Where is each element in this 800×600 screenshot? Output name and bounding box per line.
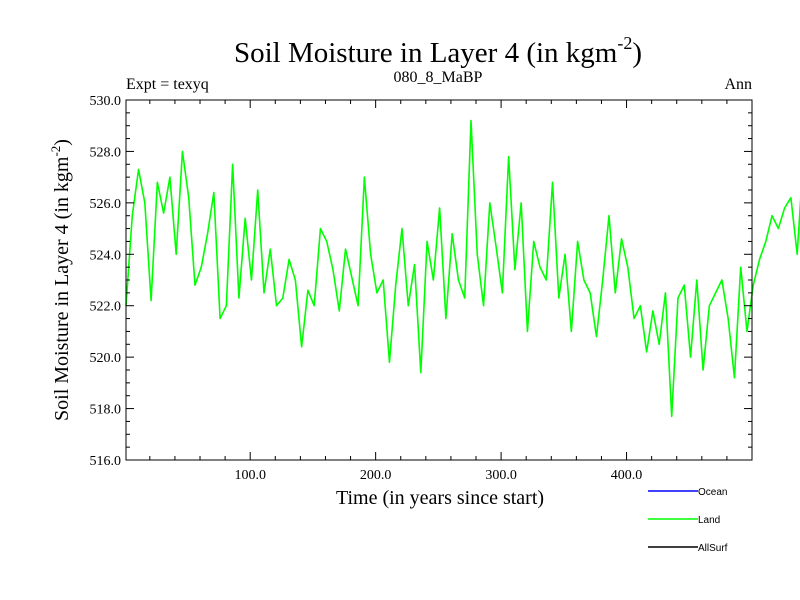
x-tick-label: 300.0	[485, 468, 517, 483]
experiment-label: Expt = texyq	[126, 76, 209, 93]
x-tick-label: 200.0	[360, 468, 392, 483]
x-tick-label: 400.0	[611, 468, 643, 483]
x-tick-label: 100.0	[234, 468, 266, 483]
y-tick-label: 522.0	[90, 300, 122, 315]
x-axis-label: Time (in years since start)	[336, 487, 544, 509]
y-tick-label: 516.0	[90, 454, 122, 469]
y-tick-label: 530.0	[90, 94, 122, 109]
period-label: 080_8_MaBP	[394, 69, 483, 86]
y-tick-label: 528.0	[90, 145, 122, 160]
axes-layer: 516.0 518.0 520.0 522.0 524.0 526.0 528.0 530.0…	[90, 94, 753, 483]
y-axis-label: Soil Moisture in Layer 4 (in kgm-2)	[48, 139, 73, 421]
legend-label-land: Land	[698, 515, 720, 526]
season-label: Ann	[724, 76, 752, 93]
plot-frame	[125, 99, 753, 461]
series-layer	[125, 119, 800, 418]
y-tick-label: 520.0	[90, 351, 122, 366]
y-tick-label: 524.0	[90, 248, 122, 263]
legend-label-ocean: Ocean	[698, 487, 727, 498]
legend: Ocean Land AllSurf	[648, 487, 728, 554]
legend-label-allsurf: AllSurf	[698, 543, 728, 554]
y-tick-label: 518.0	[90, 403, 122, 418]
chart-title: Soil Moisture in Layer 4 (in kgm-2)	[234, 33, 642, 69]
plot-area: 516.0 518.0 520.0 522.0 524.0 526.0 528.0 530.0…	[90, 94, 800, 483]
y-tick-label: 526.0	[90, 197, 122, 212]
series-line-land	[125, 119, 800, 418]
